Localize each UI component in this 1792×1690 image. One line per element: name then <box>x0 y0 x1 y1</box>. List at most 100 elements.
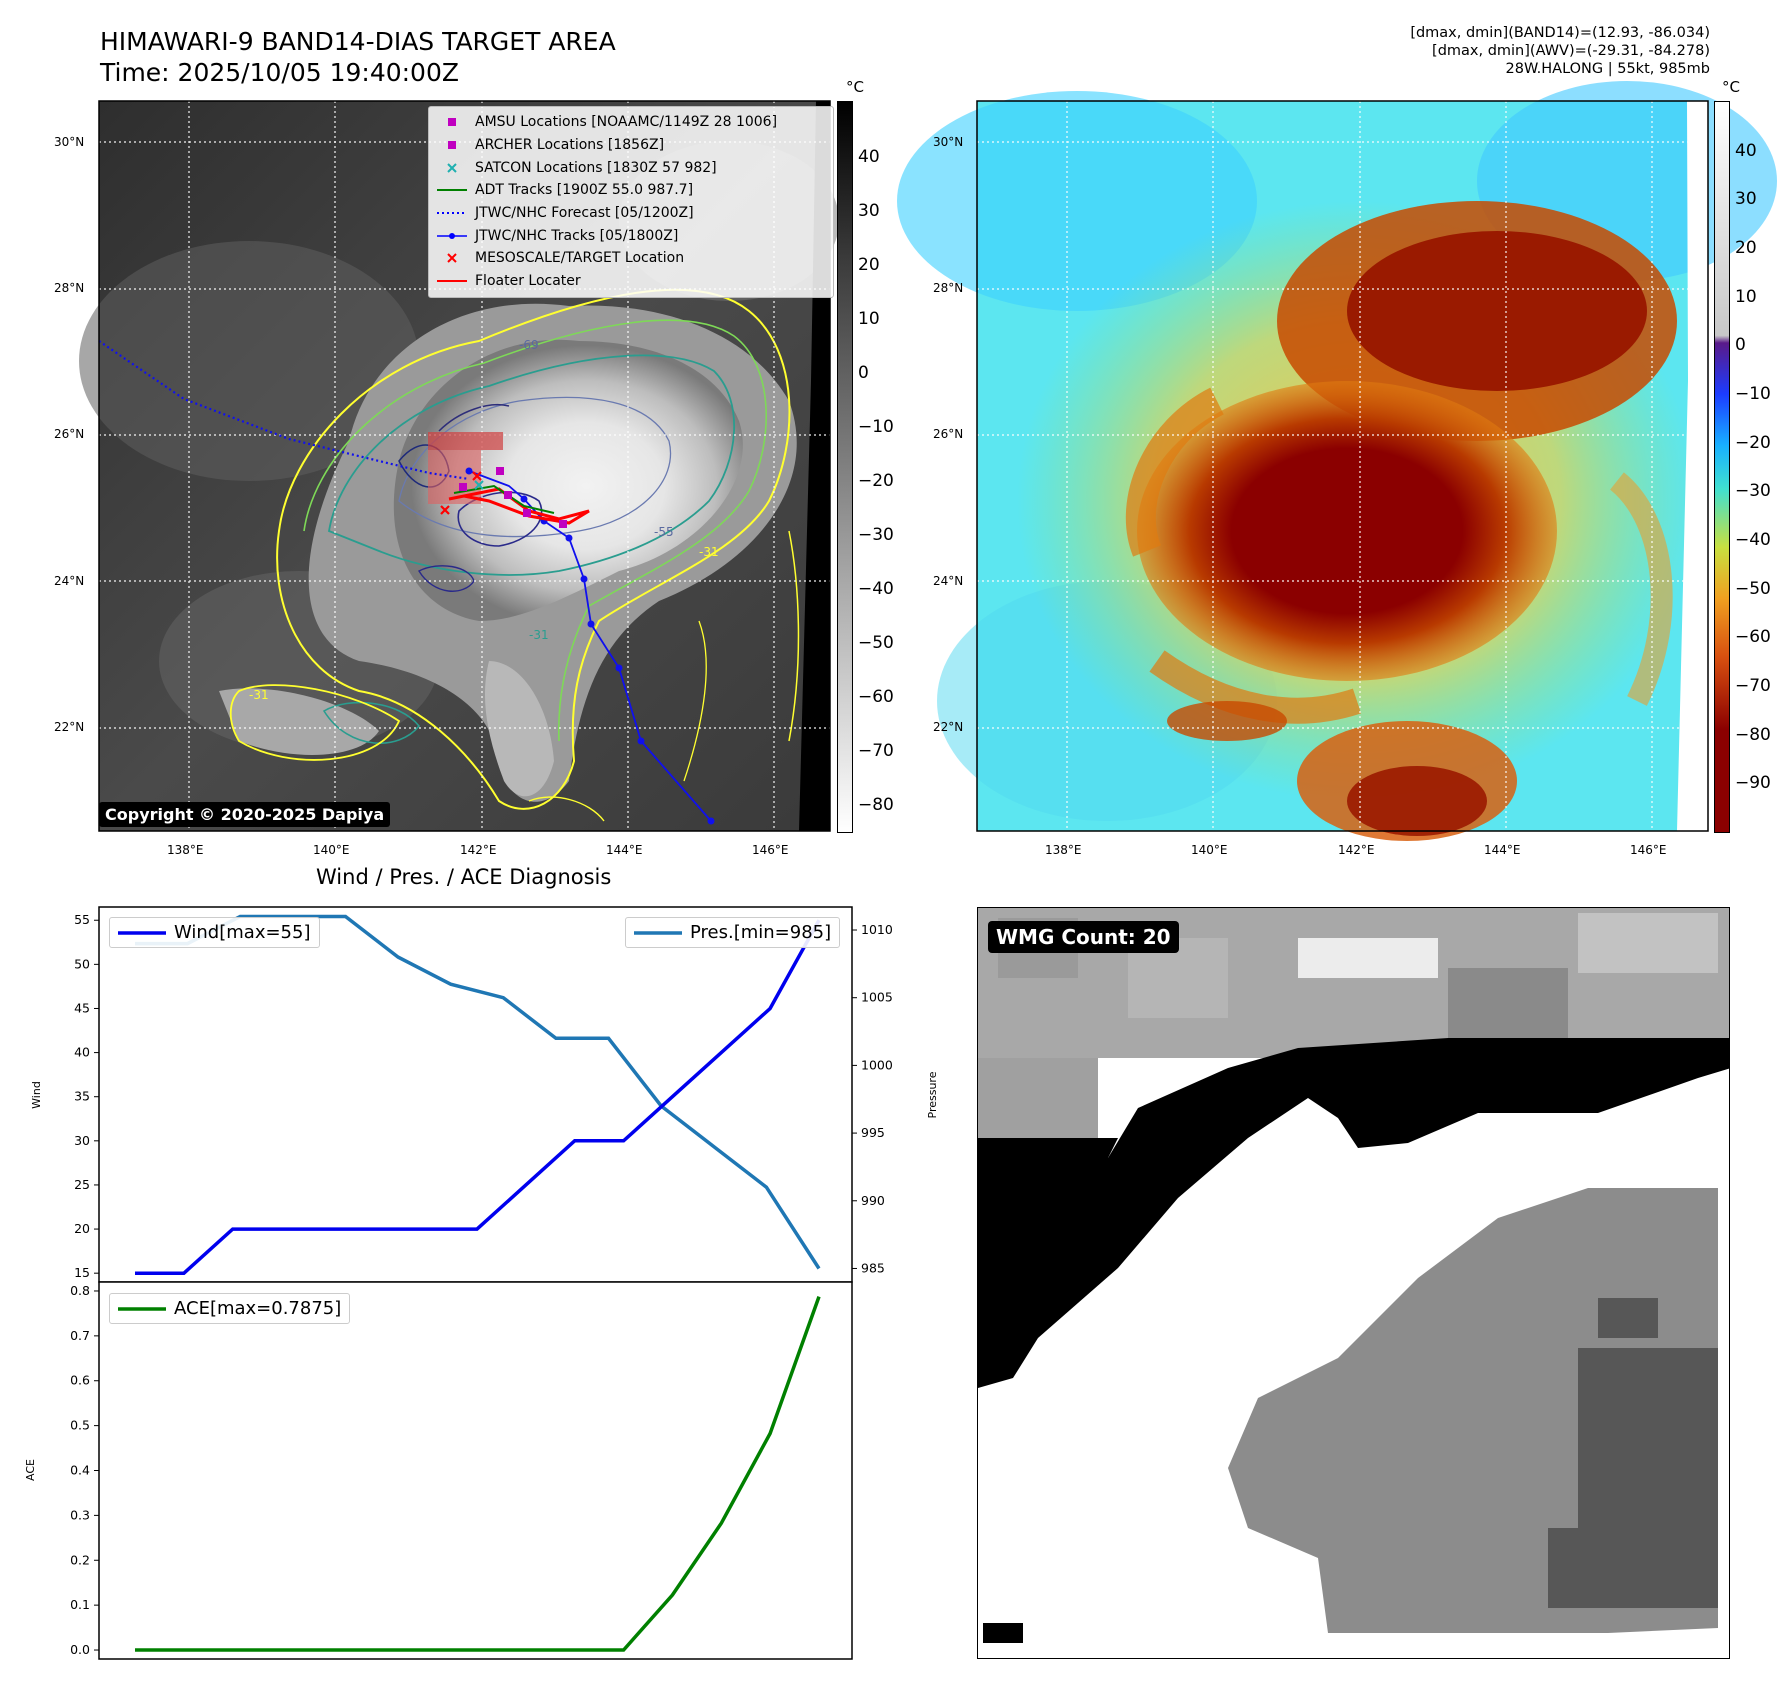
wind-tick-label: 30 <box>74 1133 90 1148</box>
colorbar-tick: −40 <box>858 579 894 599</box>
colorbar-tick: −80 <box>1735 725 1771 745</box>
lon-label: 146°E <box>752 843 789 857</box>
square-marker-icon <box>435 118 469 127</box>
colorbar-tick: −70 <box>1735 676 1771 696</box>
ace-tick-label: 0.3 <box>70 1507 90 1522</box>
ace-tick-label: 0.8 <box>70 1283 90 1298</box>
ir-map-panel: -31 -31 -31 -69 -55 <box>79 100 839 832</box>
pressure-tick-label: 990 <box>861 1193 885 1208</box>
colorbar-tick: 0 <box>858 363 869 383</box>
colorbar-tick: −70 <box>858 741 894 761</box>
lat-label: 30°N <box>933 135 964 149</box>
lat-label: 22°N <box>933 720 964 734</box>
wind-legend-label: Wind[max=55] <box>174 922 311 943</box>
copyright-badge: Copyright © 2020-2025 Dapiya <box>99 802 391 827</box>
ace-tick-label: 0.7 <box>70 1328 90 1343</box>
colorbar-tick: −20 <box>858 471 894 491</box>
colorbar-tick: 20 <box>1735 238 1757 258</box>
wind-tick-label: 40 <box>74 1045 90 1060</box>
legend-label: AMSU Locations [NOAAMC/1149Z 28 1006] <box>475 114 778 131</box>
colorbar-tick: −50 <box>858 633 894 653</box>
wmg-count-badge: WMG Count: 20 <box>988 921 1179 953</box>
wind-tick-label: 50 <box>74 956 90 971</box>
contour-label: -55 <box>654 525 674 539</box>
colorbar-tick: 30 <box>858 201 880 221</box>
legend-label: ARCHER Locations [1856Z] <box>475 137 665 154</box>
lat-label: 24°N <box>933 574 964 588</box>
lat-label: 30°N <box>54 135 85 149</box>
legend-archer: ARCHER Locations [1856Z] <box>435 134 827 157</box>
wind-series-line <box>135 919 821 1275</box>
legend-mesoscale: MESOSCALE/TARGET Location <box>435 247 827 270</box>
ir-map-image: -31 -31 -31 -69 -55 <box>79 100 839 832</box>
ace-legend-line-icon <box>118 1306 166 1311</box>
awv-map-panel <box>897 81 1777 841</box>
line-dot-icon <box>435 232 469 240</box>
lat-label: 24°N <box>54 574 85 588</box>
lat-label: 28°N <box>54 281 85 295</box>
colorbar-tick: −40 <box>1735 530 1771 550</box>
awv-gridlines <box>977 101 1708 831</box>
wind-tick-label: 35 <box>74 1089 90 1104</box>
awv-colorbar-unit: °C <box>1722 78 1740 96</box>
ace-axes <box>98 1281 853 1660</box>
lat-label: 26°N <box>54 427 85 441</box>
title-line-2: Time: 2025/10/05 19:40:00Z <box>100 58 459 87</box>
colorbar-tick: −10 <box>1735 384 1771 404</box>
band14-range: [dmax, dmin](BAND14)=(12.93, -86.034) <box>1410 25 1710 41</box>
wmg-panel: WMG Count: 20 <box>977 907 1730 1659</box>
legend-label: Floater Locater <box>475 273 581 290</box>
ace-series-line <box>135 1296 821 1652</box>
colorbar-tick: 10 <box>1735 287 1757 307</box>
lon-label: 140°E <box>313 843 350 857</box>
colorbar-tick: −90 <box>1735 773 1771 793</box>
lon-label: 144°E <box>606 843 643 857</box>
legend-label: JTWC/NHC Tracks [05/1800Z] <box>475 227 679 244</box>
wind-legend: Wind[max=55] <box>109 917 320 948</box>
legend-floater: Floater Locater <box>435 270 827 293</box>
contour-label: -31 <box>249 688 269 702</box>
contour-label: -31 <box>529 628 549 642</box>
line-icon <box>435 279 469 283</box>
ace-tick-label: 0.5 <box>70 1418 90 1433</box>
awv-map-image <box>897 81 1777 841</box>
title-line-1: HIMAWARI-9 BAND14-DIAS TARGET AREA <box>100 27 616 56</box>
wind-legend-line-icon <box>118 930 166 935</box>
mesoscale-target-markers <box>440 471 482 515</box>
wmg-image <box>978 908 1729 1643</box>
colorbar-tick: −30 <box>858 525 894 545</box>
lon-label: 142°E <box>1338 843 1375 857</box>
colorbar-tick: −60 <box>1735 627 1771 647</box>
lon-label: 140°E <box>1191 843 1228 857</box>
target-area-box <box>428 432 503 450</box>
lon-label: 138°E <box>167 843 204 857</box>
contour-label: -31 <box>699 545 719 559</box>
pressure-tick-label: 985 <box>861 1260 885 1275</box>
awv-colorbar-ticks: 40 30 20 10 0 −10 −20 −30 −40 −50 −60 −7… <box>1735 101 1785 831</box>
colorbar-tick: 20 <box>858 255 880 275</box>
wind-tick-label: 55 <box>74 912 90 927</box>
contour-label: -69 <box>519 338 539 352</box>
wind-tick-label: 15 <box>74 1265 90 1280</box>
legend-jtwc-tracks: JTWC/NHC Tracks [05/1800Z] <box>435 224 827 247</box>
line-icon <box>435 188 469 192</box>
legend-label: MESOSCALE/TARGET Location <box>475 250 685 267</box>
ace-tick-label: 0.1 <box>70 1597 90 1612</box>
colorbar-tick: −50 <box>1735 579 1771 599</box>
awv-colorbar <box>1714 101 1730 833</box>
pressure-tick-label: 1005 <box>861 990 893 1005</box>
legend-forecast: JTWC/NHC Forecast [05/1200Z] <box>435 202 827 225</box>
ace-legend-label: ACE[max=0.7875] <box>174 1298 342 1319</box>
pressure-axis-label: Pressure <box>926 1071 939 1118</box>
pressure-legend: Pres.[min=985] <box>625 917 841 948</box>
ace-tick-label: 0.2 <box>70 1552 90 1567</box>
lon-label: 144°E <box>1484 843 1521 857</box>
dotted-line-icon <box>435 211 469 215</box>
colorbar-tick: −10 <box>858 417 894 437</box>
pressure-legend-line-icon <box>634 930 682 935</box>
lon-label: 138°E <box>1045 843 1082 857</box>
square-marker-icon <box>435 141 469 150</box>
forecast-track <box>98 340 470 481</box>
ace-legend: ACE[max=0.7875] <box>109 1293 351 1324</box>
legend-label: ADT Tracks [1900Z 55.0 987.7] <box>475 182 694 199</box>
